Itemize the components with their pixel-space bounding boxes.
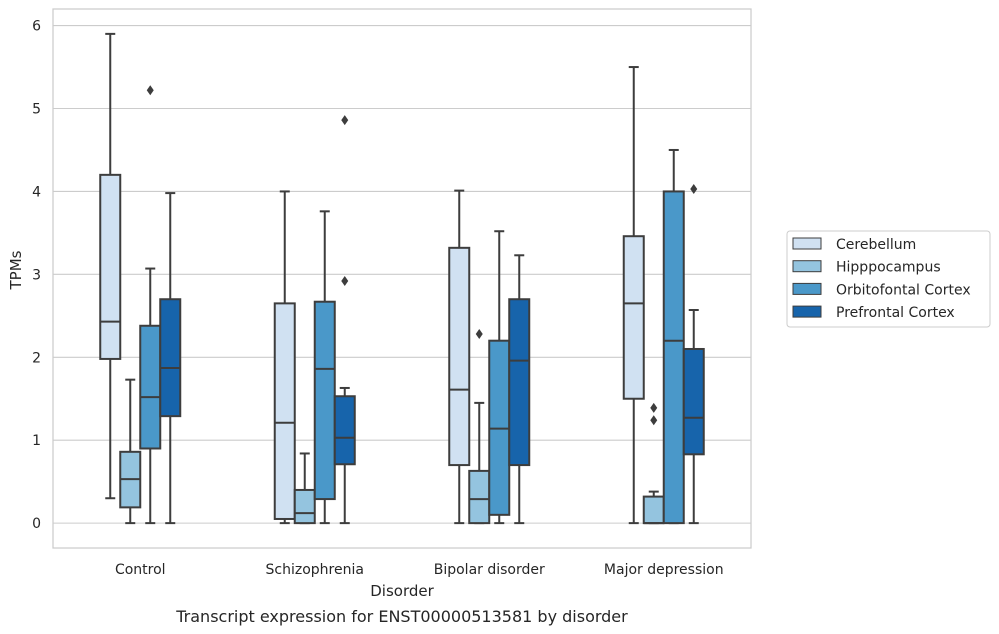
box (448, 246, 471, 467)
box (662, 190, 685, 525)
box (508, 298, 531, 467)
outlier-point (475, 329, 483, 340)
y-tick-label: 1 (32, 433, 41, 449)
y-tick-label: 3 (32, 267, 41, 283)
x-tick-label: Bipolar disorder (434, 562, 545, 578)
outlier-point (690, 183, 698, 194)
box-group (488, 230, 511, 525)
outlier-point (341, 275, 349, 286)
legend-swatch (792, 305, 822, 318)
box-group (139, 85, 162, 525)
box (333, 395, 356, 466)
legend: Cerebellum Hipppocampus Orbitofontal Corte… (786, 230, 991, 328)
box-group (293, 452, 316, 525)
y-axis-ticks: 0 1 2 3 4 5 6 (32, 19, 41, 533)
x-axis-title: Disorder (370, 582, 434, 600)
x-tick-label: Schizophrenia (266, 562, 364, 578)
legend-swatch (792, 237, 822, 250)
x-axis-ticks: Control Schizophrenia Bipolar disorder Majo… (115, 562, 724, 578)
y-tick-label: 5 (32, 102, 41, 118)
x-tick-label: Control (115, 562, 166, 578)
box (159, 298, 182, 418)
legend-swatch (792, 260, 822, 273)
box-plot-marks (99, 32, 705, 525)
chart-title: Transcript expression for ENST0000051358… (175, 607, 628, 626)
box-group (448, 189, 471, 525)
legend-label: Prefrontal Cortex (836, 305, 955, 321)
box-group (273, 190, 296, 525)
box-group (159, 192, 182, 525)
y-tick-label: 6 (32, 19, 41, 35)
box-group (642, 402, 665, 525)
y-tick-label: 2 (32, 350, 41, 366)
box (622, 235, 645, 400)
box-group (99, 32, 122, 500)
box (642, 495, 665, 525)
box (313, 300, 336, 501)
box-group (508, 254, 531, 525)
box (293, 488, 316, 525)
y-axis-title: TPMs (7, 250, 25, 290)
box-group (119, 378, 142, 525)
box (682, 347, 705, 456)
x-tick-label: Major depression (604, 562, 724, 578)
box (139, 324, 162, 450)
y-tick-label: 4 (32, 184, 41, 200)
legend-swatch (792, 282, 822, 295)
outlier-point (650, 415, 658, 426)
legend-label: Orbitofontal Cortex (836, 282, 971, 298)
y-tick-label: 0 (32, 516, 41, 532)
outlier-point (650, 402, 658, 413)
box-group (662, 148, 685, 525)
box-group (622, 66, 645, 525)
legend-frame (786, 230, 991, 328)
box (468, 469, 491, 525)
plot-frame (52, 8, 752, 549)
outlier-point (341, 115, 349, 126)
outlier-point (146, 85, 154, 96)
box-group (333, 115, 356, 525)
box-group (682, 183, 705, 525)
legend-label: Hipppocampus (836, 260, 941, 276)
box-group (468, 329, 491, 525)
box-group (313, 210, 336, 525)
box (273, 302, 296, 520)
box (99, 173, 122, 360)
legend-label: Cerebellum (836, 237, 916, 253)
